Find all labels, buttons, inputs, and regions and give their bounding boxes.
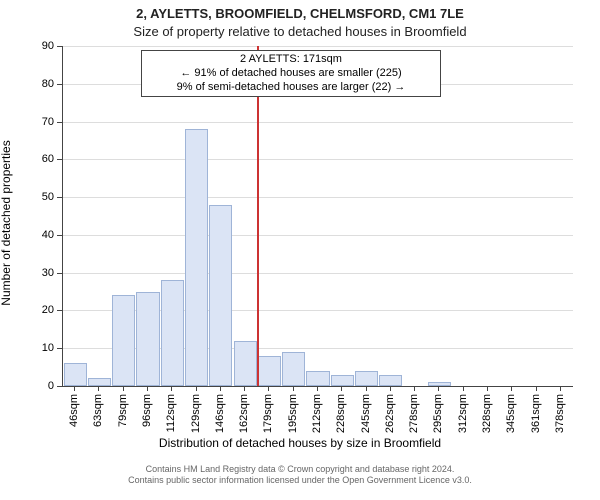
histogram-bar [161,280,184,386]
y-tick-mark [57,46,62,47]
x-tick-label: 361sqm [530,394,542,433]
footer-line: Contains public sector information licen… [0,475,600,486]
y-tick-mark [57,159,62,160]
x-tick-mark [536,386,537,391]
x-tick-mark [341,386,342,391]
histogram-bar [136,292,159,386]
histogram-bar [185,129,208,386]
grid-line [63,197,573,198]
annotation-line: 9% of semi-detached houses are larger (2… [146,81,436,95]
x-tick-label: 112sqm [165,394,177,432]
x-tick-mark [463,386,464,391]
chart-title-address: 2, AYLETTS, BROOMFIELD, CHELMSFORD, CM1 … [0,6,600,21]
histogram-bar [282,352,305,386]
histogram-bar [88,378,111,386]
x-tick-label: 345sqm [505,394,517,433]
y-tick-mark [57,310,62,311]
footer-attribution: Contains HM Land Registry data © Crown c… [0,464,600,487]
x-tick-label: 212sqm [311,394,323,433]
chart-title-subtitle: Size of property relative to detached ho… [0,24,600,39]
y-tick-mark [57,84,62,85]
x-tick-mark [220,386,221,391]
y-tick-label: 30 [32,267,54,279]
grid-line [63,235,573,236]
x-tick-label: 228sqm [335,394,347,433]
y-tick-label: 20 [32,304,54,316]
y-tick-label: 0 [32,380,54,392]
x-tick-label: 195sqm [287,394,299,433]
y-tick-label: 60 [32,153,54,165]
y-tick-mark [57,348,62,349]
histogram-bar [331,375,354,386]
histogram-bar [379,375,402,386]
grid-line [63,159,573,160]
grid-line [63,46,573,47]
grid-line [63,122,573,123]
x-tick-mark [438,386,439,391]
y-tick-label: 70 [32,116,54,128]
histogram-bar [428,382,451,386]
y-axis-label: Number of detached properties [0,53,13,393]
x-tick-mark [317,386,318,391]
histogram-bar [258,356,281,386]
x-tick-mark [366,386,367,391]
annotation-box: 2 AYLETTS: 171sqm← 91% of detached house… [141,50,441,97]
x-tick-mark [511,386,512,391]
x-tick-label: 129sqm [190,394,202,433]
histogram-bar [64,363,87,386]
x-tick-mark [171,386,172,391]
x-tick-label: 245sqm [360,394,372,433]
x-tick-mark [147,386,148,391]
x-tick-label: 328sqm [481,394,493,433]
x-tick-label: 262sqm [384,394,396,433]
y-tick-mark [57,122,62,123]
annotation-line: 2 AYLETTS: 171sqm [146,53,436,67]
x-tick-mark [196,386,197,391]
x-tick-mark [487,386,488,391]
x-tick-mark [98,386,99,391]
x-tick-mark [293,386,294,391]
y-tick-mark [57,273,62,274]
x-tick-label: 146sqm [214,394,226,433]
x-tick-mark [244,386,245,391]
y-tick-label: 50 [32,191,54,203]
x-tick-label: 179sqm [262,394,274,433]
y-tick-label: 90 [32,40,54,52]
x-tick-label: 63sqm [92,394,104,427]
histogram-bar [306,371,329,386]
y-tick-label: 40 [32,229,54,241]
x-tick-mark [390,386,391,391]
plot-area: 2 AYLETTS: 171sqm← 91% of detached house… [62,46,573,387]
x-tick-mark [414,386,415,391]
grid-line [63,273,573,274]
histogram-bar [355,371,378,386]
chart-container: { "canvas": { "width": 600, "height": 50… [0,0,600,500]
y-tick-label: 10 [32,342,54,354]
y-tick-mark [57,197,62,198]
histogram-bar [112,295,135,386]
x-tick-mark [560,386,561,391]
histogram-bar [209,205,232,386]
x-tick-mark [123,386,124,391]
annotation-line: ← 91% of detached houses are smaller (22… [146,67,436,81]
x-axis-label: Distribution of detached houses by size … [0,436,600,450]
x-tick-mark [74,386,75,391]
x-tick-label: 295sqm [432,394,444,433]
x-tick-mark [268,386,269,391]
x-tick-label: 312sqm [457,394,469,433]
x-tick-label: 278sqm [408,394,420,433]
y-tick-mark [57,235,62,236]
footer-line: Contains HM Land Registry data © Crown c… [0,464,600,475]
y-tick-mark [57,386,62,387]
x-tick-label: 162sqm [238,394,250,433]
x-tick-label: 378sqm [554,394,566,433]
x-tick-label: 46sqm [68,394,80,427]
x-tick-label: 79sqm [117,394,129,427]
y-tick-label: 80 [32,78,54,90]
histogram-bar [234,341,257,386]
x-tick-label: 96sqm [141,394,153,427]
